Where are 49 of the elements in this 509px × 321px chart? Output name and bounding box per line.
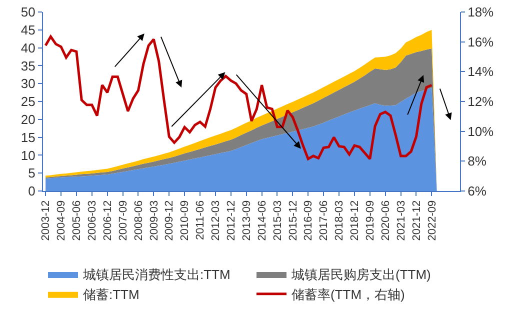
y2-tick-label: 16% (468, 34, 494, 50)
x-tick-label: 2006-03 (86, 200, 98, 241)
x-tick-label: 2013-09 (240, 200, 253, 241)
y-tick-label: 15 (20, 130, 36, 145)
x-tick-label: 2004-09 (56, 200, 68, 241)
y-tick-label: 25 (20, 94, 36, 110)
x-tick-label: 2007-09 (117, 200, 130, 241)
x-tick-label: 2015-03 (272, 200, 284, 241)
x-tick-label: 2012-03 (210, 200, 222, 241)
x-tick-label: 2003-12 (40, 200, 52, 241)
y2-tick-label: 6% (468, 184, 487, 199)
y-tick-label: 5 (28, 166, 36, 181)
x-tick-label: 2015-12 (287, 200, 300, 241)
x-tick-label: 2018-03 (334, 200, 346, 241)
x-tick-label: 2009-03 (148, 200, 160, 241)
x-tick-label: 2014-06 (256, 200, 268, 241)
y-tick-label: 10 (20, 148, 36, 163)
x-tick-label: 2018-12 (349, 200, 362, 241)
x-tick-label: 2021-12 (410, 200, 423, 241)
y-tick-label: 35 (20, 58, 36, 74)
x-tick-label: 2011-06 (194, 200, 207, 240)
y2-tick-label: 14% (468, 64, 494, 80)
x-tick-label: 2006-12 (102, 200, 114, 241)
x-tick-label: 2020-06 (380, 200, 392, 241)
x-tick-label: 2005-06 (71, 200, 84, 241)
y2-tick-label: 10% (468, 124, 494, 139)
y-tick-label: 45 (20, 22, 36, 38)
y2-tick-label: 8% (468, 154, 487, 169)
x-tick-label: 2022-09 (426, 200, 438, 241)
legend-label: 储蓄:TTM (83, 286, 140, 302)
x-tick-label: 2016-09 (302, 200, 315, 241)
legend-label: 储蓄率(TTM，右轴) (292, 286, 405, 302)
y2-tick-label: 12% (468, 94, 494, 110)
y-tick-label: 50 (20, 4, 36, 20)
x-tick-label: 2009-12 (164, 200, 176, 241)
x-tick-label: 2019-09 (364, 200, 376, 241)
legend-label: 城镇居民购房支出(TTM) (290, 267, 431, 282)
x-tick-label: 2021-03 (395, 200, 408, 241)
y-tick-label: 40 (20, 40, 36, 56)
x-tick-label: 2008-06 (132, 200, 145, 241)
legend-label: 城镇居民消费性支出:TTM (82, 267, 230, 282)
x-tick-label: 2012-12 (225, 200, 238, 241)
y-tick-label: 20 (20, 112, 36, 127)
x-tick-label: 2017-06 (318, 200, 330, 241)
y2-tick-label: 18% (468, 4, 494, 20)
y-tick-label: 30 (20, 76, 36, 92)
y-tick-label: 0 (28, 184, 36, 199)
x-tick-label: 2010-09 (179, 200, 192, 241)
line-series (44, 35, 433, 160)
